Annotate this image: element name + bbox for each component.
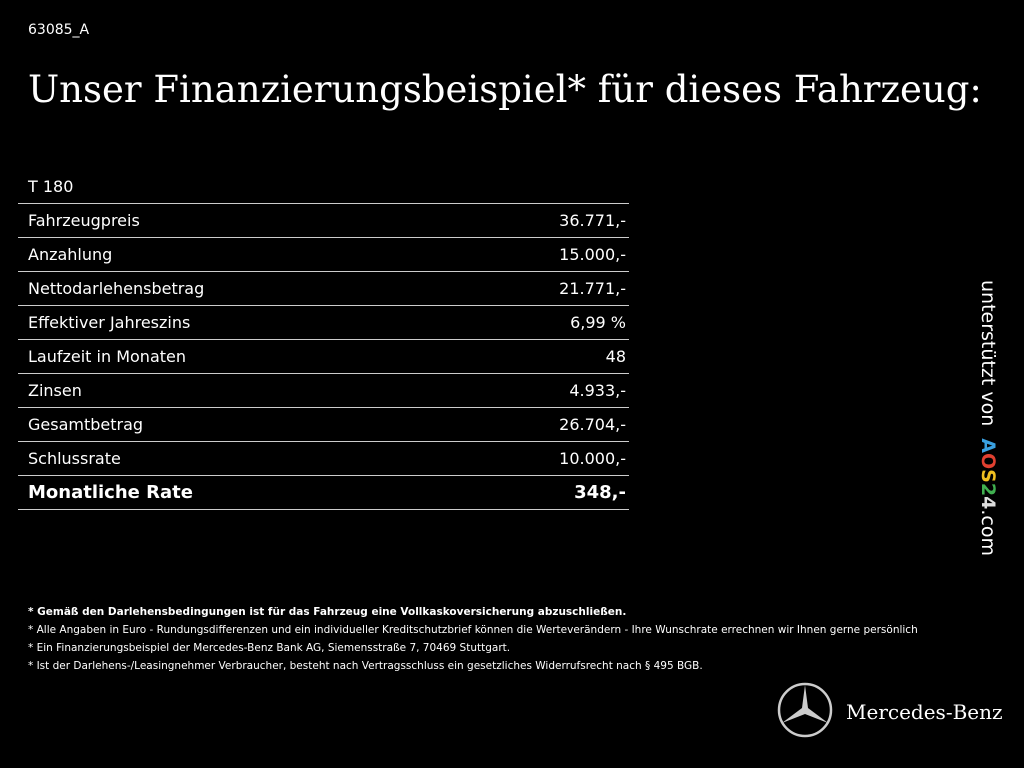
row-label: Laufzeit in Monaten <box>28 347 187 366</box>
table-caption: T 180 <box>18 170 629 204</box>
logo-letter: A <box>977 438 999 453</box>
logo-letter: 4 <box>977 496 999 509</box>
table-row: Schlussrate 10.000,- <box>18 442 629 476</box>
table-row: Monatliche Rate 348,- <box>18 476 629 510</box>
row-label: Gesamtbetrag <box>28 415 144 434</box>
row-value: 15.000,- <box>559 245 626 264</box>
row-label: Zinsen <box>28 381 82 400</box>
row-value: 348,- <box>574 482 626 503</box>
row-label: Anzahlung <box>28 245 113 264</box>
table-row: Gesamtbetrag 26.704,- <box>18 408 629 442</box>
table-row: Anzahlung 15.000,- <box>18 238 629 272</box>
row-value: 26.704,- <box>559 415 626 434</box>
footnote: * Ist der Darlehens-/Leasingnehmer Verbr… <box>28 660 703 672</box>
logo-letter: O <box>977 453 999 469</box>
finance-table: T 180 Fahrzeugpreis 36.771,- Anzahlung 15.0… <box>18 170 629 510</box>
footnote: * Alle Angaben in Euro - Rundungsdiffere… <box>28 624 918 636</box>
logo-letter: S <box>977 469 999 483</box>
footnotes: * Gemäß den Darlehensbedingungen ist für… <box>28 603 918 675</box>
code: 63085_A <box>28 22 90 38</box>
side-text: unterstützt von AOS24.com <box>977 280 999 556</box>
row-value: 21.771,- <box>559 279 626 298</box>
table-row: Laufzeit in Monaten 48 <box>18 340 629 374</box>
row-label: Fahrzeugpreis <box>28 211 140 230</box>
row-value: 4.933,- <box>569 381 626 400</box>
row-label: Schlussrate <box>28 449 121 468</box>
row-value: 6,99 % <box>570 313 626 332</box>
row-label: Effektiver Jahreszins <box>28 313 191 332</box>
table-row: Nettodarlehensbetrag 21.771,- <box>18 272 629 306</box>
brand: Mercedes-Benz <box>846 700 1003 724</box>
title: Unser Finanzierungsbeispiel* für dieses … <box>28 68 982 111</box>
row-value: 48 <box>605 347 626 366</box>
row-label: Nettodarlehensbetrag <box>28 279 205 298</box>
side-credit: unterstützt von AOS24.com <box>977 280 999 556</box>
credit-text: unterstützt von <box>977 280 999 426</box>
table-row: Fahrzeugpreis 36.771,- <box>18 204 629 238</box>
row-label: Monatliche Rate <box>28 482 193 503</box>
brand-logo <box>777 682 833 738</box>
row-value: 36.771,- <box>559 211 626 230</box>
logo-letter: 2 <box>977 483 999 496</box>
footnote: * Ein Finanzierungsbeispiel der Mercedes… <box>28 642 511 654</box>
row-value: 10.000,- <box>559 449 626 468</box>
table-row: Zinsen 4.933,- <box>18 374 629 408</box>
logo-domain: .com <box>977 509 999 556</box>
footnote: * Gemäß den Darlehensbedingungen ist für… <box>28 606 627 618</box>
table-row: Effektiver Jahreszins 6,99 % <box>18 306 629 340</box>
